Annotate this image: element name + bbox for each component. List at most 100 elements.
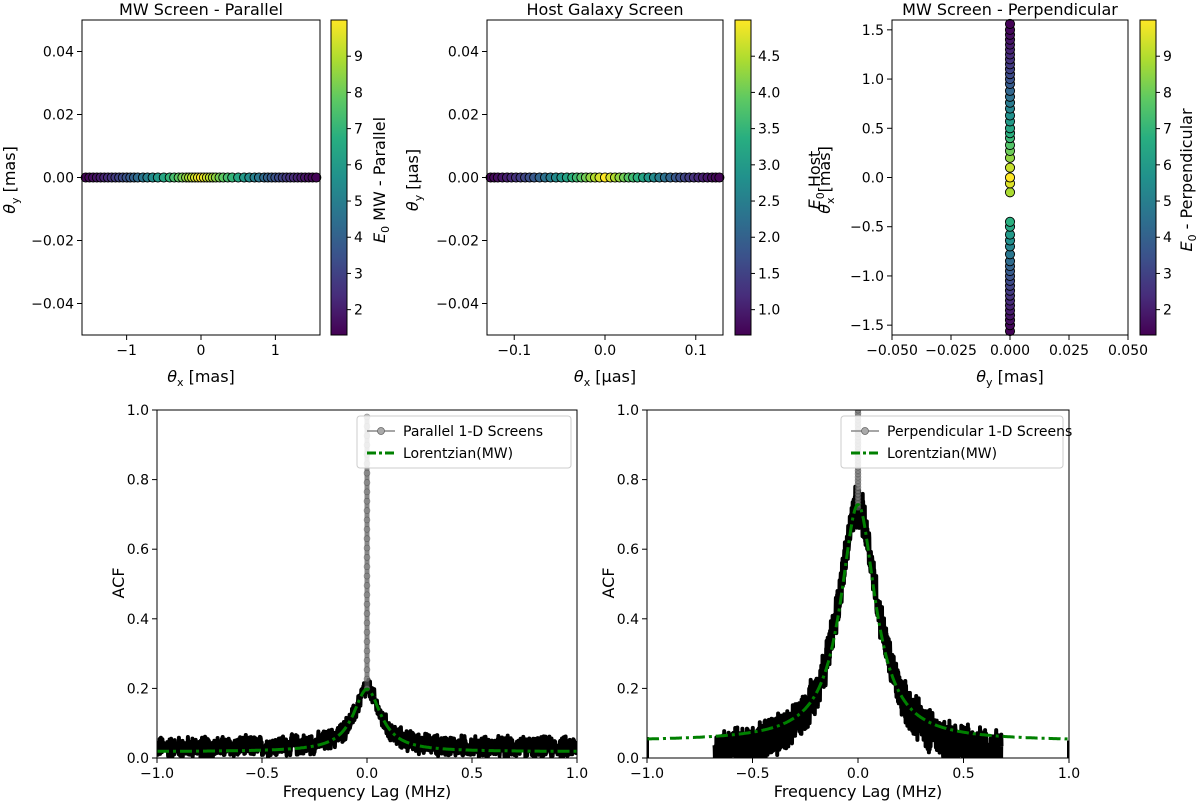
y-tick-label: 0.2 (127, 681, 149, 697)
acf-data-line (712, 484, 1004, 758)
x-axis-label: θx [μas] (574, 367, 636, 389)
colorbar-tick-label: 4.5 (758, 49, 780, 65)
y-axis-label: ACF (109, 567, 128, 598)
y-axis-label: θx [mas] (815, 146, 837, 214)
colorbar (1139, 19, 1157, 336)
y-tick-label: 0.2 (617, 681, 639, 697)
colorbar-tick-label: 3 (1163, 266, 1172, 282)
y-tick-label: 0.8 (617, 473, 639, 489)
scatter-point (1004, 162, 1016, 173)
panel-mw-perpendicular: MW Screen - Perpendicular −0.050 −0.025 0.… (815, 0, 1199, 389)
acf-spike-marker (363, 582, 371, 589)
y-axis-label: ACF (599, 567, 618, 598)
plot-area: −0.050 −0.025 0.000 0.025 0.050−1.5−1.0−0.50… (850, 18, 1172, 359)
x-tick-label: −0.5 (245, 766, 279, 782)
panel-acf-perpendicular: −1.0 −0.5 0.0 0.5 1.0 0.0 0.2 0.4 0.6 0.8 1.0 Perpe… (599, 403, 1080, 801)
colorbar-tick-label: 3.5 (758, 122, 780, 138)
acf-spike-marker (363, 591, 371, 599)
acf-spike-marker (363, 516, 371, 524)
y-axis-label: θy [μas] (403, 149, 425, 211)
y-tick-label: 0.00 (43, 171, 74, 187)
colorbar-tick-label: 6 (354, 158, 363, 174)
y-tick-label: 0.0 (862, 171, 884, 187)
y-tick-label: 0.4 (617, 612, 639, 628)
x-axis-label: Frequency Lag (MHz) (283, 782, 451, 801)
acf-spike-marker (363, 600, 371, 608)
scatter-point (1004, 216, 1016, 227)
panel-title: MW Screen - Perpendicular (902, 0, 1118, 19)
acf-spike-marker (363, 666, 371, 673)
y-tick-label: −0.04 (436, 297, 479, 313)
x-tick-label: −1.0 (140, 766, 174, 782)
acf-spike-marker (363, 507, 371, 514)
colorbar (330, 19, 348, 336)
x-tick-label: 0.0 (356, 766, 378, 782)
panel-host: Host Galaxy Screen −0.1 0.0 0.1 −0.04 −0.02 0… (403, 0, 827, 389)
x-tick-label: 1 (271, 343, 280, 359)
x-tick-label: 0.0 (594, 343, 616, 359)
colorbar-tick-label: 2 (1163, 303, 1172, 319)
colorbar-tick-label: 5 (1163, 194, 1172, 210)
plot-frame (646, 409, 1070, 759)
y-tick-label: 0.6 (127, 542, 149, 558)
scatter-point (714, 172, 725, 183)
acf-spike-marker (363, 535, 371, 542)
panel-mw-parallel: MW Screen - Parallel −1 0 1 −0.04 −0.02 0.00 0… (0, 0, 392, 389)
colorbar-tick-label: 6 (1163, 158, 1172, 174)
plot-frame (81, 19, 321, 336)
acf-spike-marker (363, 619, 371, 627)
x-tick-label: 0.5 (461, 766, 483, 782)
y-tick-label: 1.0 (862, 72, 884, 88)
y-tick-label: 0.04 (448, 45, 479, 61)
x-tick-label: 0.5 (952, 766, 974, 782)
y-tick-label: −1.5 (850, 318, 884, 334)
colorbar-tick-label: 5 (354, 194, 363, 210)
y-axis-label: θy [mas] (0, 146, 22, 214)
acf-spike-marker (363, 628, 371, 636)
y-tick-label: 0.4 (127, 612, 149, 628)
y-tick-label: −0.5 (850, 220, 884, 236)
x-tick-label: 1.0 (566, 766, 588, 782)
plot-frame (156, 409, 578, 759)
legend-entry-data: Perpendicular 1-D Screens (887, 424, 1072, 440)
acf-spike-marker (363, 563, 371, 571)
x-tick-label: 1.0 (1058, 766, 1080, 782)
y-tick-label: −1.0 (850, 269, 884, 285)
y-tick-label: −0.02 (31, 234, 74, 250)
y-tick-label: 0.8 (127, 473, 149, 489)
x-axis-label: Frequency Lag (MHz) (774, 782, 942, 801)
y-tick-label: 1.5 (862, 23, 884, 39)
y-tick-label: 0.6 (617, 542, 639, 558)
acf-spike-marker (854, 410, 862, 414)
y-tick-label: 1.0 (617, 403, 639, 419)
x-tick-label: 0.1 (685, 343, 707, 359)
acf-spike-marker (363, 675, 371, 683)
colorbar-tick-label: 2.5 (758, 194, 780, 210)
plot-area: −1 0 1 −0.04 −0.02 0.00 0.02 0.04 2 3 4 5 6 7 8 9 (31, 19, 363, 359)
colorbar-tick-label: 8 (354, 85, 363, 101)
acf-spike-marker (363, 497, 371, 505)
y-tick-label: 0.04 (43, 45, 74, 61)
y-tick-label: 0.02 (448, 108, 479, 124)
acf-spike-marker (363, 525, 371, 533)
scatter-point (1004, 172, 1016, 183)
legend-box (840, 415, 1064, 469)
scatter-point (311, 172, 322, 183)
colorbar-tick-label: 1.0 (758, 303, 780, 319)
acf-spike-marker (363, 572, 371, 580)
colorbar-label: E0 Host (805, 151, 827, 210)
legend-data-marker (377, 427, 385, 435)
plot-frame (486, 19, 724, 336)
x-tick-label: −0.5 (736, 766, 770, 782)
colorbar-label: E0 MW - Parallel (370, 117, 392, 243)
y-tick-label: −0.02 (436, 234, 479, 250)
legend-data-marker (861, 427, 869, 435)
colorbar-label: E0 - Perpendicular (1177, 108, 1199, 251)
colorbar-tick-label: 4 (1163, 230, 1172, 246)
y-tick-label: 0.0 (617, 751, 639, 767)
x-tick-label: −0.050 (866, 343, 918, 359)
x-tick-label: 0.025 (1049, 343, 1089, 359)
acf-spike-marker (363, 638, 371, 645)
panel-acf-parallel: −1.0 −0.5 0.0 0.5 1.0 0.0 0.2 0.4 0.6 0.8 1.0 Paral… (109, 403, 588, 801)
